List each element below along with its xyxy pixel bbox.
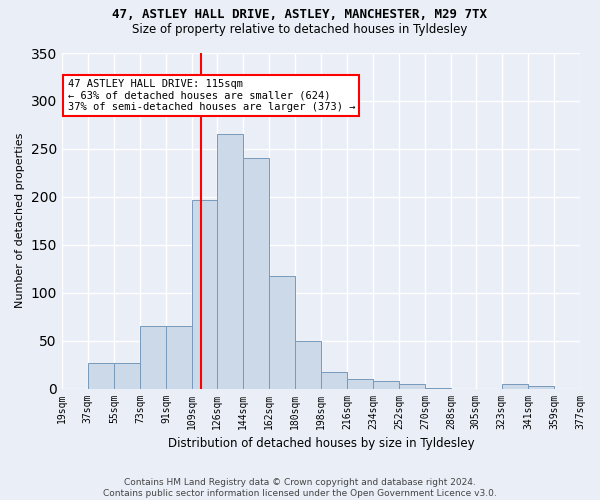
Text: Size of property relative to detached houses in Tyldesley: Size of property relative to detached ho… [133, 22, 467, 36]
Bar [243, 158, 269, 388]
Bar [114, 362, 140, 388]
Y-axis label: Number of detached properties: Number of detached properties [15, 133, 25, 308]
Bar [528, 386, 554, 388]
Bar [88, 362, 114, 388]
Bar [166, 326, 192, 388]
Bar [140, 326, 166, 388]
Text: 47 ASTLEY HALL DRIVE: 115sqm
← 63% of detached houses are smaller (624)
37% of s: 47 ASTLEY HALL DRIVE: 115sqm ← 63% of de… [68, 79, 355, 112]
X-axis label: Distribution of detached houses by size in Tyldesley: Distribution of detached houses by size … [167, 437, 474, 450]
Bar [502, 384, 528, 388]
Bar [347, 379, 373, 388]
Bar [217, 134, 243, 388]
Text: Contains HM Land Registry data © Crown copyright and database right 2024.
Contai: Contains HM Land Registry data © Crown c… [103, 478, 497, 498]
Bar [373, 381, 399, 388]
Bar [399, 384, 425, 388]
Bar [321, 372, 347, 388]
Text: 47, ASTLEY HALL DRIVE, ASTLEY, MANCHESTER, M29 7TX: 47, ASTLEY HALL DRIVE, ASTLEY, MANCHESTE… [113, 8, 487, 20]
Bar [269, 276, 295, 388]
Bar [192, 200, 218, 388]
Bar [295, 340, 321, 388]
